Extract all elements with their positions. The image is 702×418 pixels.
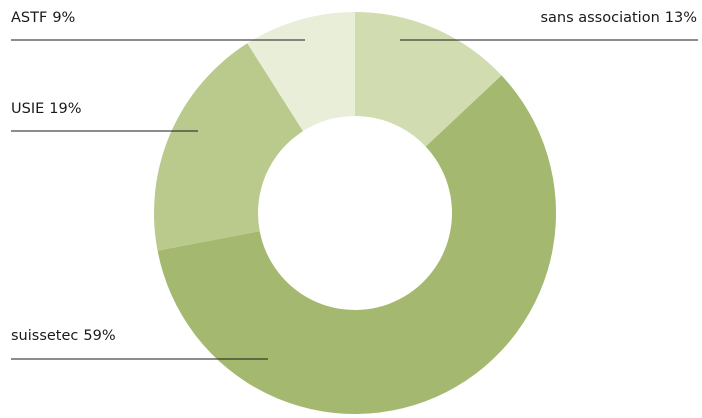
donut-slice [153, 43, 304, 251]
slice-label: sans association 13% [540, 10, 697, 26]
slice-label: USIE 19% [11, 101, 82, 117]
slice-name: suissetec [11, 328, 78, 344]
slice-name: ASTF [11, 10, 47, 26]
slice-label: ASTF 9% [11, 10, 75, 26]
donut-slice [355, 12, 502, 147]
slice-value: 9% [52, 10, 75, 26]
slice-label: suissetec 59% [11, 328, 116, 344]
slice-name: USIE [11, 101, 44, 117]
slice-value: 19% [49, 101, 81, 117]
slice-value: 13% [665, 10, 697, 26]
slice-value: 59% [83, 328, 115, 344]
donut-slice [157, 75, 557, 415]
slice-name: sans association [540, 10, 659, 26]
donut-slice [247, 12, 355, 132]
